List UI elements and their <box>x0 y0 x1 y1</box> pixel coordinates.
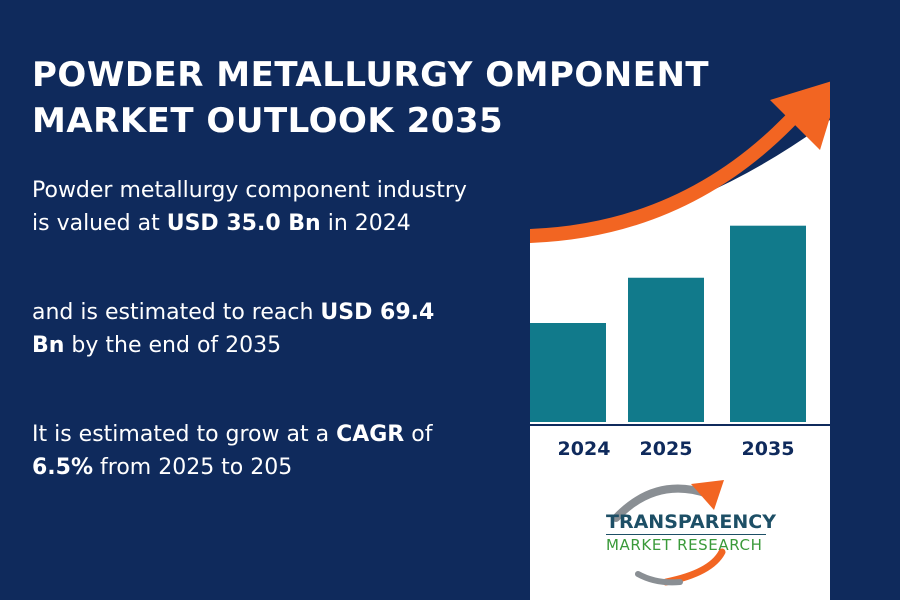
stat-cagr-mid: of <box>404 422 433 447</box>
logo-name: TRANSPARENCY <box>606 511 776 533</box>
stat-current-amount: USD 35.0 Bn <box>166 211 321 236</box>
chart-tick-labels: 2024 2025 2035 <box>558 438 795 460</box>
bar-2025 <box>628 277 704 422</box>
stat-forecast-post: by the end of 2035 <box>64 333 282 358</box>
stat-current-value: Powder metallurgy component industry is … <box>32 174 472 240</box>
company-logo: TRANSPARENCY MARKET RESEARCH <box>596 478 776 588</box>
growth-arrow-icon <box>530 81 830 243</box>
stat-cagr: It is estimated to grow at a CAGR of 6.5… <box>32 418 472 484</box>
stat-cagr-rate: 6.5% <box>32 455 94 480</box>
logo-swoosh-icon <box>612 480 726 586</box>
tick-label-2035: 2035 <box>742 438 795 460</box>
stat-cagr-label: CAGR <box>336 422 405 447</box>
bar-chart: 2024 2025 2035 <box>530 81 830 600</box>
stat-current-pre: Powder metallurgy component industry is … <box>32 178 467 236</box>
tick-label-2024: 2024 <box>558 438 611 460</box>
stat-cagr-pre: It is estimated to grow at a <box>32 422 337 447</box>
tick-label-2025: 2025 <box>640 438 693 460</box>
page-title: POWDER METALLURGY OMPONENT MARKET OUTLOO… <box>32 52 752 144</box>
stat-cagr-post: from 2025 to 205 <box>93 455 293 480</box>
stat-forecast-amount: USD 69.4 Bn <box>32 300 435 358</box>
chart-bars <box>530 225 806 422</box>
title-line-2: MARKET OUTLOOK 2035 <box>32 101 504 141</box>
stat-current-post: in 2024 <box>320 211 411 236</box>
logo-divider <box>606 534 766 535</box>
logo-subtitle: MARKET RESEARCH <box>606 536 763 554</box>
bar-2035 <box>730 225 806 422</box>
stat-forecast-pre: and is estimated to reach <box>32 300 321 325</box>
chart-panel: 2024 2025 2035 <box>530 0 830 600</box>
bar-2024 <box>530 323 606 422</box>
title-line-1: POWDER METALLURGY OMPONENT <box>32 55 710 95</box>
stat-forecast-value: and is estimated to reach USD 69.4 Bn by… <box>32 296 472 362</box>
